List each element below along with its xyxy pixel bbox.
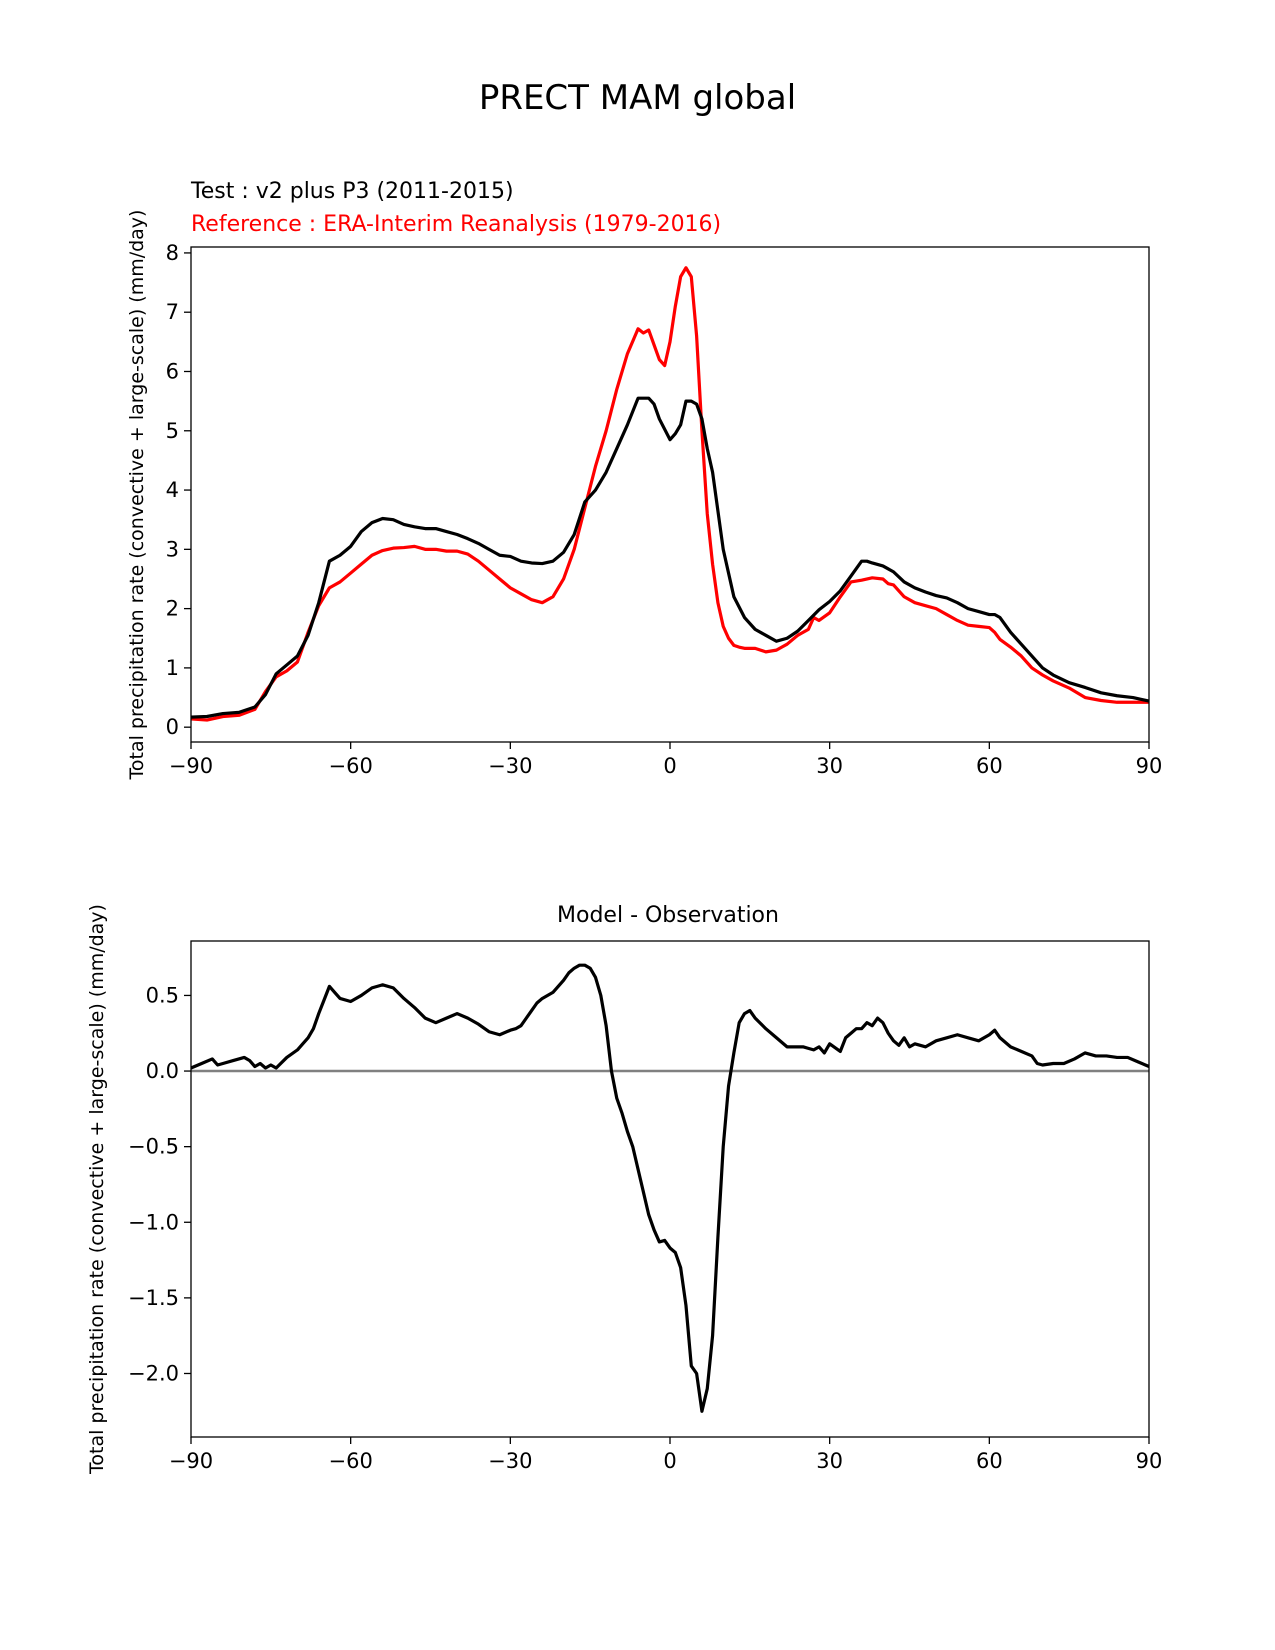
bottom-x-tick-label: 60: [976, 1449, 1003, 1473]
bottom-panel-title: Model - Observation: [557, 903, 779, 928]
top-x-tick-label: −60: [329, 754, 373, 778]
top-y-axis-label: Total precipitation rate (convective + l…: [126, 210, 148, 781]
bottom-y-tick-label: 0.5: [146, 983, 179, 1007]
bottom-x-tick-label: 0: [663, 1449, 676, 1473]
top-y-tick-label: 6: [166, 359, 179, 383]
top-axis-ticks: −90 −60 −30 0 30 60 90 0 1 2 3 4 5 6 7 8: [166, 241, 1163, 778]
top-y-tick-label: 8: [166, 241, 179, 265]
bottom-y-axis-label: Total precipitation rate (convective + l…: [86, 904, 108, 1475]
top-panel: −90 −60 −30 0 30 60 90 0 1 2 3 4 5 6 7 8 Test : v2 plus…: [126, 179, 1162, 780]
bottom-axis-ticks: −90 −60 −30 0 30 60 90 0.5 0.0 −0.5 −1.0 −1.5 −2.0: [128, 983, 1162, 1473]
bottom-x-tick-label: −90: [169, 1449, 213, 1473]
reference-label: Reference : ERA-Interim Reanalysis (1979…: [191, 212, 721, 237]
bottom-panel: −90 −60 −30 0 30 60 90 0.5 0.0 −0.5 −1.0 −1.5 −2.0 M…: [86, 903, 1162, 1475]
top-y-tick-label: 2: [166, 597, 179, 621]
top-series-line-reference: [190, 266, 1149, 722]
figure-title: PRECT MAM global: [479, 78, 796, 118]
top-plot-frame: [190, 246, 1150, 743]
bottom-series-group: [190, 963, 1150, 1413]
top-x-tick-label: 0: [663, 754, 676, 778]
top-y-tick-label: 4: [166, 478, 179, 502]
bottom-x-tick-label: 90: [1136, 1449, 1163, 1473]
top-x-tick-label: 90: [1136, 754, 1163, 778]
top-x-tick-label: −30: [488, 754, 532, 778]
top-series-group: [190, 266, 1150, 722]
top-y-tick-label: 3: [166, 537, 179, 561]
top-x-tick-label: 60: [976, 754, 1003, 778]
bottom-x-tick-label: −60: [329, 1449, 373, 1473]
bottom-y-tick-label: −2.0: [128, 1361, 179, 1385]
bottom-plot-frame: [190, 940, 1150, 1438]
top-x-tick-label: 30: [816, 754, 843, 778]
bottom-x-tick-label: 30: [816, 1449, 843, 1473]
bottom-y-tick-label: 0.0: [146, 1059, 179, 1083]
bottom-y-tick-label: −0.5: [128, 1135, 179, 1159]
bottom-x-tick-label: −30: [488, 1449, 532, 1473]
top-x-tick-label: −90: [169, 754, 213, 778]
top-y-tick-label: 7: [166, 300, 179, 324]
top-y-tick-label: 1: [166, 656, 179, 680]
top-y-tick-label: 5: [166, 419, 179, 443]
top-y-tick-label: 0: [166, 715, 179, 739]
bottom-y-tick-label: −1.0: [128, 1210, 179, 1234]
test-label: Test : v2 plus P3 (2011-2015): [190, 179, 514, 204]
bottom-series-line-test: [190, 963, 1150, 1413]
bottom-y-tick-label: −1.5: [128, 1286, 179, 1310]
top-series-line-test: [190, 396, 1150, 719]
